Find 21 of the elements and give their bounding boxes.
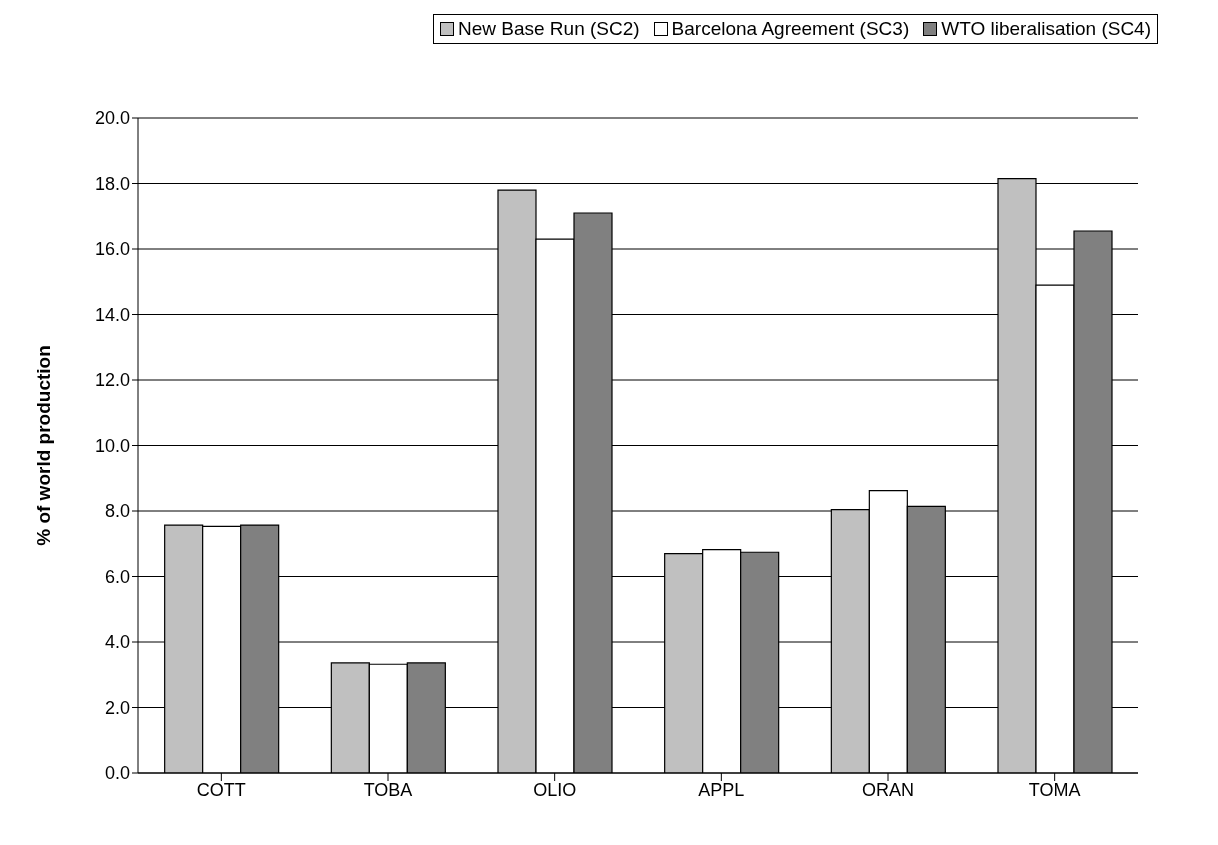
y-tick-label: 6.0: [104, 566, 130, 587]
y-tick-label: 12.0: [94, 370, 130, 391]
x-tick-label: TOMA: [1028, 779, 1081, 800]
x-tick-label: ORAN: [861, 779, 915, 800]
x-tick-label: APPL: [698, 779, 745, 800]
x-tick-label: TOBA: [363, 779, 413, 800]
legend-label: Barcelona Agreement (SC3): [671, 18, 910, 40]
y-tick-label: 0.0: [104, 763, 130, 784]
legend-label: New Base Run (SC2): [457, 18, 640, 40]
y-tick-label: 2.0: [104, 697, 130, 718]
x-tick-label: COTT: [196, 779, 246, 800]
x-tick-label: OLIO: [533, 779, 577, 800]
y-tick-label: 20.0: [94, 108, 130, 129]
y-tick-label: 10.0: [94, 435, 130, 456]
y-tick-label: 14.0: [94, 304, 130, 325]
y-tick-label: 16.0: [94, 239, 130, 260]
y-tick-label: 18.0: [94, 173, 130, 194]
y-tick-label: 8.0: [104, 501, 130, 522]
y-tick-label: 4.0: [104, 632, 130, 653]
y-axis-title: % of world production: [32, 345, 54, 546]
legend-label: WTO liberalisation (SC4): [941, 18, 1151, 40]
